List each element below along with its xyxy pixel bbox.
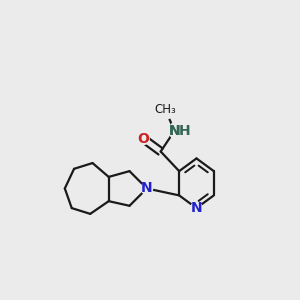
Circle shape [138, 133, 149, 145]
Text: N: N [169, 124, 180, 138]
Text: N: N [141, 182, 153, 196]
Text: CH₃: CH₃ [154, 103, 176, 116]
Text: N: N [191, 201, 202, 215]
Circle shape [141, 183, 153, 194]
Circle shape [169, 120, 190, 141]
Text: H: H [179, 124, 191, 138]
Circle shape [156, 101, 175, 119]
Text: N: N [169, 124, 180, 138]
Text: O: O [137, 132, 149, 146]
Circle shape [191, 202, 202, 214]
Circle shape [169, 125, 180, 136]
